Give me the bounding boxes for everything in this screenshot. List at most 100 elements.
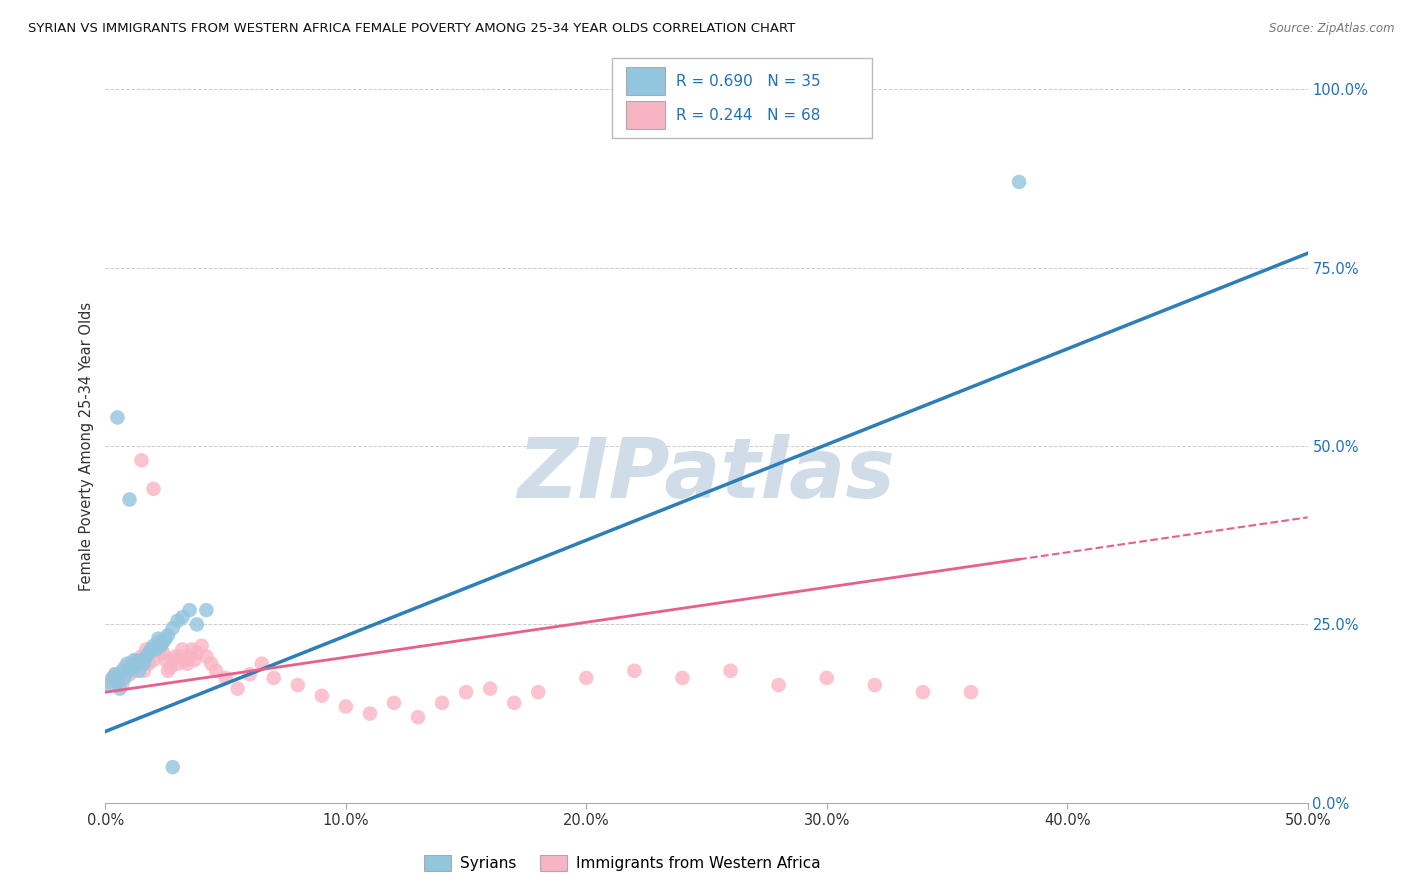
Point (169, 649, 191, 664)
Point (176, 657, 198, 671)
Point (121, 657, 143, 671)
Point (454, 685, 477, 699)
Point (148, 632, 170, 646)
Point (111, 664, 134, 678)
Point (575, 671, 598, 685)
Point (152, 646, 174, 660)
Point (911, 685, 934, 699)
Point (118, 664, 141, 678)
Point (148, 635, 170, 649)
Text: R = 0.244   N = 68: R = 0.244 N = 68 (676, 108, 821, 122)
Point (359, 706, 381, 721)
Point (115, 657, 138, 671)
Point (166, 614, 188, 628)
Point (156, 628, 179, 642)
Point (111, 678, 134, 692)
Point (671, 671, 693, 685)
Point (162, 653, 184, 667)
Point (172, 610, 194, 624)
Point (114, 660, 136, 674)
Text: Source: ZipAtlas.com: Source: ZipAtlas.com (1270, 22, 1395, 36)
Point (863, 678, 886, 692)
Point (145, 642, 167, 657)
Point (406, 710, 429, 724)
Point (155, 653, 177, 667)
Point (768, 678, 790, 692)
Point (205, 664, 228, 678)
Point (124, 664, 146, 678)
Point (382, 696, 405, 710)
Point (135, 642, 157, 657)
Point (107, 674, 129, 689)
Legend: Syrians, Immigrants from Western Africa: Syrians, Immigrants from Western Africa (418, 849, 827, 877)
Text: R = 0.690   N = 35: R = 0.690 N = 35 (676, 74, 821, 88)
Point (335, 699, 357, 714)
Point (139, 642, 162, 657)
Point (162, 621, 184, 635)
Point (200, 657, 222, 671)
Point (479, 681, 502, 696)
Point (98, 674, 121, 689)
Point (159, 660, 181, 674)
Point (166, 657, 188, 671)
Point (287, 678, 309, 692)
Point (131, 653, 153, 667)
Point (183, 653, 205, 667)
Point (186, 617, 208, 632)
Point (125, 653, 148, 667)
Point (165, 649, 187, 664)
Point (179, 603, 201, 617)
Point (128, 664, 150, 678)
Point (815, 671, 838, 685)
Point (239, 667, 262, 681)
Point (108, 681, 131, 696)
Point (139, 646, 162, 660)
Point (107, 674, 129, 689)
Point (149, 639, 172, 653)
Point (1008, 175, 1031, 189)
Point (430, 696, 453, 710)
Point (108, 671, 131, 685)
Point (527, 685, 550, 699)
Point (132, 657, 155, 671)
Point (145, 642, 167, 657)
Text: SYRIAN VS IMMIGRANTS FROM WESTERN AFRICA FEMALE POVERTY AMONG 25-34 YEAR OLDS CO: SYRIAN VS IMMIGRANTS FROM WESTERN AFRICA… (28, 22, 796, 36)
Point (101, 671, 124, 685)
Point (124, 653, 146, 667)
Point (179, 649, 201, 664)
Text: ZIPatlas: ZIPatlas (517, 434, 896, 515)
Point (114, 671, 136, 685)
Point (131, 453, 153, 467)
Point (115, 664, 138, 678)
Y-axis label: Female Poverty Among 25-34 Year Olds: Female Poverty Among 25-34 Year Olds (79, 301, 94, 591)
Point (226, 681, 249, 696)
Point (118, 667, 141, 681)
Point (138, 657, 160, 671)
Point (155, 632, 177, 646)
Point (173, 653, 195, 667)
Point (142, 482, 165, 496)
Point (142, 653, 165, 667)
Point (135, 649, 157, 664)
Point (131, 649, 153, 664)
Point (128, 657, 150, 671)
Point (720, 664, 742, 678)
Point (107, 410, 129, 425)
Point (195, 649, 218, 664)
Point (190, 639, 212, 653)
Point (214, 671, 236, 685)
Point (132, 664, 155, 678)
Point (104, 667, 127, 681)
Point (263, 671, 285, 685)
Point (181, 642, 204, 657)
Point (149, 639, 172, 653)
Point (311, 689, 333, 703)
Point (172, 642, 194, 657)
Point (125, 657, 148, 671)
Point (250, 657, 273, 671)
Point (138, 646, 160, 660)
Point (503, 696, 526, 710)
Point (98, 678, 121, 692)
Point (162, 760, 184, 774)
Point (152, 635, 174, 649)
